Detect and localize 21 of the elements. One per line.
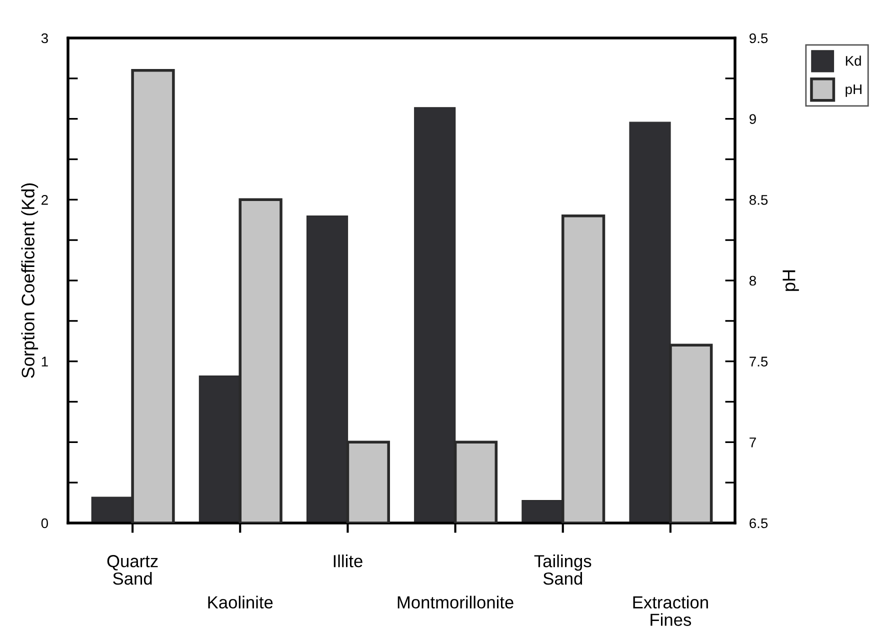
- y2-tick-label: 8: [749, 276, 756, 286]
- x-tick-label: Kaolinite: [208, 596, 273, 609]
- y2-tick-label: 9.5: [750, 33, 768, 44]
- y-tick-label: 2: [42, 195, 48, 205]
- y2-tick-label: 7.5: [750, 356, 768, 367]
- y2-tick-label: 8.5: [749, 195, 768, 205]
- legend-label: Kd: [846, 56, 861, 66]
- legend-label: pH: [846, 84, 862, 97]
- y-tick-label: 0: [41, 518, 48, 528]
- y2-tick-label: 9: [750, 114, 756, 124]
- y2-tick-label: 6.5: [750, 518, 768, 528]
- y2-axis-title: pH: [782, 270, 799, 291]
- x-tick-label: Montmorillonite: [398, 596, 514, 609]
- y-tick-label: 1: [42, 356, 48, 366]
- y-tick-label: 3: [41, 33, 48, 44]
- x-tick-label: Quartz Sand: [107, 555, 158, 585]
- x-tick-label: Tailings Sand: [534, 554, 592, 585]
- y2-tick-label: 7: [750, 438, 756, 448]
- y-axis-title: Sorption Coefficient (Kd): [21, 183, 38, 378]
- x-tick-label: Extraction Fines: [633, 596, 708, 626]
- x-tick-label: Illite: [334, 554, 362, 568]
